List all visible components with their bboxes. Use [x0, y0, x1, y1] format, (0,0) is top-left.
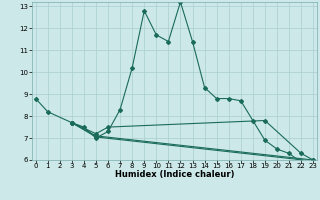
X-axis label: Humidex (Indice chaleur): Humidex (Indice chaleur) [115, 170, 234, 179]
